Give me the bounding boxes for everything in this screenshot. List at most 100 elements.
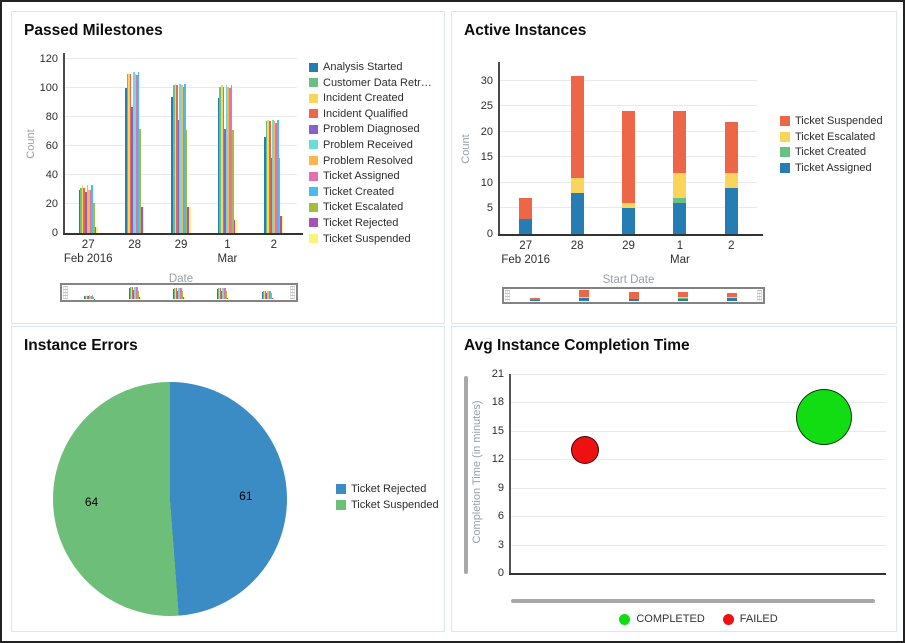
bar-problem-resolved[interactable]	[88, 189, 90, 233]
bar-incident-qualified[interactable]	[129, 73, 132, 233]
range-selector-mini-bar	[183, 297, 184, 299]
range-selector-mini-bar	[173, 288, 174, 299]
x-tick-label: 29	[622, 240, 635, 252]
passed-milestones-range-selector[interactable]	[60, 283, 298, 302]
bar-incident-created[interactable]	[128, 73, 130, 233]
vertical-scrollbar[interactable]	[464, 376, 468, 574]
stack-segment-ticket-assigned[interactable]	[622, 208, 635, 234]
bar-ticket-rejected[interactable]	[280, 215, 282, 233]
bar-ticket-assigned[interactable]	[136, 74, 138, 233]
stack-segment-ticket-suspended[interactable]	[519, 198, 533, 219]
legend-label: Ticket Created	[795, 146, 867, 159]
bubble-failed[interactable]	[570, 435, 599, 464]
range-selector-mini-bar	[184, 297, 185, 299]
bar-customer-data-retr-[interactable]	[265, 121, 268, 233]
bar-problem-received[interactable]	[272, 119, 274, 233]
bar-problem-diagnosed[interactable]	[270, 157, 273, 233]
bar-ticket-escalated[interactable]	[93, 202, 95, 233]
y-tick-label: 30	[480, 74, 493, 87]
bar-problem-received[interactable]	[225, 85, 228, 233]
bar-analysis-started[interactable]	[217, 98, 220, 233]
bar-ticket-assigned[interactable]	[229, 88, 231, 233]
bar-incident-created[interactable]	[174, 83, 177, 233]
bar-ticket-rejected[interactable]	[94, 227, 97, 233]
bar-incident-qualified[interactable]	[83, 188, 85, 233]
bar-ticket-rejected[interactable]	[187, 206, 189, 233]
bar-incident-qualified[interactable]	[269, 121, 271, 233]
bar-problem-received[interactable]	[86, 185, 89, 233]
stack-segment-ticket-suspended[interactable]	[724, 121, 738, 173]
range-selector-mini-bar	[628, 292, 639, 299]
range-selector-right-handle[interactable]	[290, 286, 295, 299]
range-selector-mini-bar	[222, 287, 224, 299]
stack-segment-ticket-escalated[interactable]	[622, 203, 635, 209]
bar-customer-data-retr-[interactable]	[173, 85, 175, 233]
range-selector-left-handle[interactable]	[505, 290, 510, 301]
bar-ticket-assigned[interactable]	[89, 189, 92, 233]
stack-segment-ticket-assigned[interactable]	[724, 188, 738, 234]
bar-analysis-started[interactable]	[125, 88, 127, 233]
bar-customer-data-retr-[interactable]	[126, 73, 129, 233]
range-selector-mini-bar	[84, 295, 86, 299]
stack-segment-ticket-suspended[interactable]	[622, 111, 635, 204]
bar-problem-received[interactable]	[179, 83, 181, 233]
range-selector-right-handle[interactable]	[757, 290, 762, 301]
stack-segment-ticket-escalated[interactable]	[570, 177, 584, 194]
bar-problem-resolved[interactable]	[181, 85, 183, 233]
bar-ticket-rejected[interactable]	[233, 219, 236, 233]
bar-problem-resolved[interactable]	[227, 86, 229, 233]
stack-segment-ticket-assigned[interactable]	[519, 218, 533, 234]
bar-ticket-rejected[interactable]	[141, 206, 143, 233]
bar-ticket-created[interactable]	[230, 85, 233, 233]
bar-ticket-escalated[interactable]	[139, 128, 141, 233]
stack-segment-ticket-assigned[interactable]	[673, 203, 687, 234]
bar-problem-diagnosed[interactable]	[131, 106, 133, 233]
bar-customer-data-retr-[interactable]	[80, 188, 82, 233]
stack-segment-ticket-assigned[interactable]	[570, 193, 584, 234]
bar-ticket-suspended[interactable]	[281, 215, 284, 233]
bar-analysis-started[interactable]	[264, 137, 266, 233]
bar-incident-qualified[interactable]	[176, 85, 178, 233]
bar-incident-created[interactable]	[221, 85, 223, 233]
bar-incident-created[interactable]	[267, 119, 269, 233]
instance-errors-pie[interactable]	[53, 382, 287, 616]
stack-segment-ticket-created[interactable]	[673, 198, 687, 204]
bar-customer-data-retr-[interactable]	[219, 86, 221, 233]
bar-ticket-created[interactable]	[91, 185, 93, 233]
bar-ticket-escalated[interactable]	[278, 157, 281, 233]
bar-problem-diagnosed[interactable]	[177, 119, 180, 233]
bar-ticket-escalated[interactable]	[232, 130, 234, 233]
bar-ticket-suspended[interactable]	[142, 206, 145, 233]
bar-problem-diagnosed[interactable]	[85, 192, 87, 233]
bar-ticket-suspended[interactable]	[235, 219, 237, 233]
x-axis-title: Date	[168, 273, 194, 285]
bar-analysis-started[interactable]	[78, 189, 81, 233]
bar-ticket-created[interactable]	[184, 83, 186, 233]
bar-incident-qualified[interactable]	[222, 86, 225, 233]
range-selector-mini-bar	[134, 287, 136, 299]
bar-ticket-suspended[interactable]	[189, 206, 191, 233]
stack-segment-ticket-suspended[interactable]	[570, 75, 584, 178]
range-selector-mini-bar	[137, 291, 139, 299]
stack-segment-ticket-suspended[interactable]	[673, 111, 687, 173]
range-selector-left-handle[interactable]	[63, 286, 68, 299]
bar-problem-received[interactable]	[133, 72, 135, 233]
bar-problem-resolved[interactable]	[273, 121, 276, 233]
bar-ticket-suspended[interactable]	[96, 227, 98, 233]
range-selector-mini-bar	[628, 299, 639, 301]
horizontal-scrollbar[interactable]	[511, 599, 875, 603]
bar-problem-diagnosed[interactable]	[224, 128, 226, 233]
bubble-completed[interactable]	[795, 388, 852, 445]
bar-analysis-started[interactable]	[171, 96, 173, 233]
bar-ticket-escalated[interactable]	[185, 130, 188, 233]
active-instances-range-selector[interactable]	[502, 287, 765, 304]
legend-item: Ticket Rejected	[336, 483, 439, 495]
bar-problem-resolved[interactable]	[134, 73, 137, 233]
bar-ticket-assigned[interactable]	[182, 86, 185, 233]
bar-incident-created[interactable]	[81, 185, 84, 233]
bar-ticket-created[interactable]	[277, 119, 279, 233]
stack-segment-ticket-escalated[interactable]	[673, 172, 687, 199]
stack-segment-ticket-escalated[interactable]	[724, 172, 738, 189]
bar-ticket-assigned[interactable]	[275, 122, 277, 233]
bar-ticket-created[interactable]	[137, 72, 140, 233]
